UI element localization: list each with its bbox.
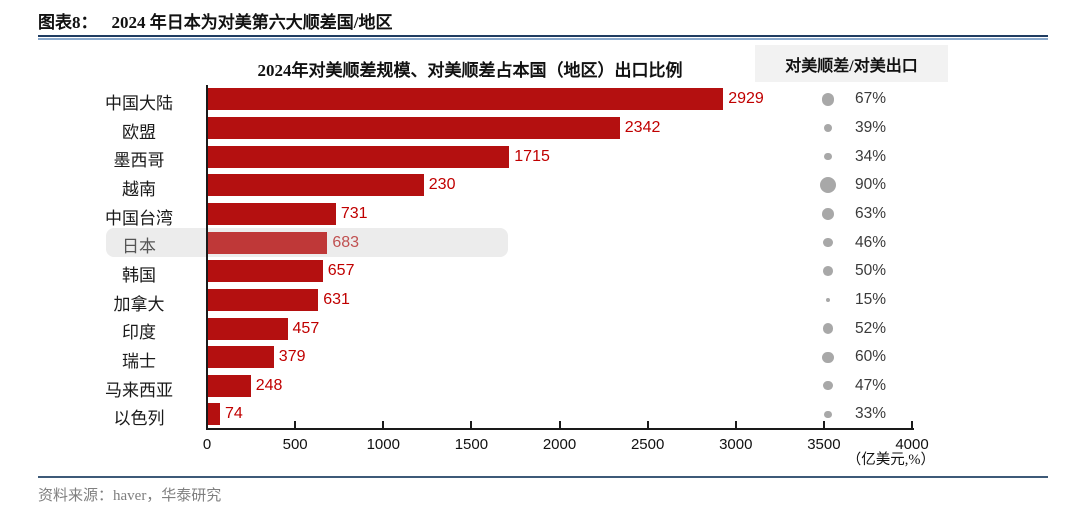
percent-dot <box>823 238 833 248</box>
percent-label: 52% <box>854 319 886 337</box>
axis-tick <box>734 421 737 428</box>
figure-number-label: 图表8： <box>38 13 98 32</box>
category-label: 中国台湾 <box>105 208 173 228</box>
bar-value-label: 2342 <box>624 118 661 136</box>
surplus-bar <box>207 346 274 369</box>
axis-tick-label: 4000 <box>895 436 929 453</box>
bar-value-label: 379 <box>278 348 306 366</box>
category-label: 中国大陆 <box>105 94 173 113</box>
surplus-bar <box>207 317 288 340</box>
bar-value-label: 74 <box>225 405 243 423</box>
percent-dot <box>825 297 831 303</box>
percent-label: 34% <box>854 147 886 165</box>
category-label: 墨西哥 <box>113 151 165 171</box>
percent-dot <box>820 177 836 194</box>
percent-label: 15% <box>854 290 886 308</box>
axis-tick <box>206 421 208 428</box>
axis-tick <box>911 421 913 428</box>
axis-tick-label: 3000 <box>719 436 753 453</box>
percent-dot <box>824 410 832 419</box>
category-label: 越南 <box>122 179 156 199</box>
axis-tick <box>470 421 473 428</box>
y-axis-line <box>206 85 208 430</box>
surplus-bar <box>207 288 319 311</box>
bar-value-label: 631 <box>323 290 350 308</box>
footer-rule <box>38 476 1048 478</box>
axis-tick <box>294 421 297 428</box>
legend-header: 对美顺差/对美出口 <box>755 45 948 82</box>
percent-label: 39% <box>854 118 886 136</box>
surplus-bar <box>207 374 251 397</box>
bar-value-label: 2929 <box>728 90 764 108</box>
x-axis-line <box>207 428 914 430</box>
surplus-bar <box>207 403 221 426</box>
figure-header: 图表8： 2024 年日本为对美第六大顺差国/地区 <box>38 8 392 33</box>
bar-value-label: 457 <box>292 319 320 337</box>
surplus-bar <box>207 145 510 168</box>
category-label: 欧盟 <box>122 122 156 142</box>
percent-dot <box>822 208 834 220</box>
bar-value-label: 1715 <box>514 147 550 165</box>
percent-label: 90% <box>854 176 886 194</box>
percent-label: 33% <box>854 405 886 423</box>
bar-value-label: 683 <box>332 233 360 251</box>
surplus-bar <box>207 231 328 254</box>
category-label: 加拿大 <box>113 294 165 314</box>
category-label: 韩国 <box>122 265 156 285</box>
axis-tick-label: 3500 <box>807 436 841 453</box>
axis-tick-label: 500 <box>282 436 308 453</box>
source-text: 资料来源：haver，华泰研究 <box>38 488 222 504</box>
axis-tick <box>646 421 649 428</box>
axis-unit-label: （亿美元,%） <box>846 452 935 468</box>
percent-dot <box>823 266 833 277</box>
category-label: 瑞士 <box>122 351 156 371</box>
percent-dot <box>822 351 834 363</box>
bar-value-label: 248 <box>255 376 283 394</box>
percent-dot <box>822 323 834 334</box>
percent-dot <box>824 152 832 161</box>
axis-tick <box>558 421 561 428</box>
axis-tick <box>382 421 385 428</box>
surplus-bar <box>207 116 620 139</box>
bar-value-label: 657 <box>327 262 355 280</box>
percent-label: 46% <box>854 233 886 251</box>
percent-label: 60% <box>854 348 886 366</box>
header-rule <box>38 35 1048 40</box>
surplus-bar <box>207 88 724 111</box>
surplus-bar <box>207 260 323 283</box>
category-label: 印度 <box>122 323 156 343</box>
axis-tick-label: 1000 <box>366 436 400 453</box>
figure-title: 2024 年日本为对美第六大顺差国/地区 <box>111 13 393 32</box>
chart-title: 2024年对美顺差规模、对美顺差占本国（地区）出口比例 <box>257 61 683 80</box>
surplus-bar <box>207 202 336 225</box>
percent-label: 47% <box>854 376 886 394</box>
axis-tick-label: 1500 <box>454 436 489 453</box>
axis-tick-label: 2000 <box>542 436 577 453</box>
percent-label: 67% <box>854 90 886 108</box>
percent-label: 50% <box>854 262 886 280</box>
axis-tick-label: 2500 <box>630 436 665 453</box>
percent-label: 63% <box>854 204 886 222</box>
bar-value-label: 230 <box>428 176 456 194</box>
category-label: 日本 <box>122 237 156 257</box>
axis-tick-label: 0 <box>202 436 212 453</box>
surplus-bar <box>207 174 424 197</box>
percent-dot <box>823 123 832 132</box>
category-label: 以色列 <box>113 409 165 429</box>
axis-tick <box>822 421 825 428</box>
percent-dot <box>821 93 835 106</box>
percent-dot <box>823 381 833 391</box>
category-label: 马来西亚 <box>105 380 173 400</box>
bar-value-label: 731 <box>340 204 368 222</box>
